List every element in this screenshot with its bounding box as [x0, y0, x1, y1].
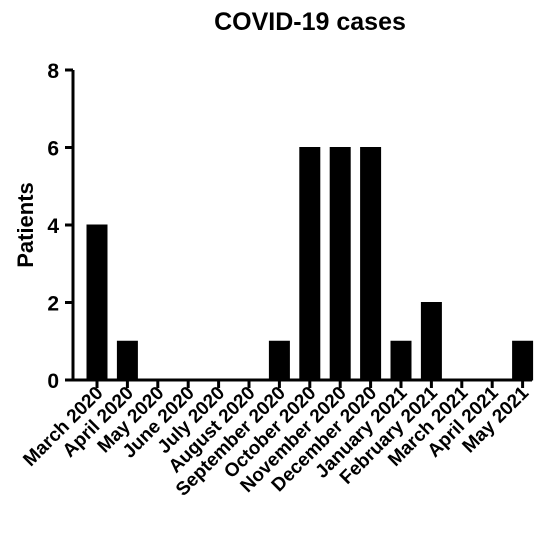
y-axis: 0 2 4 6 8: [47, 60, 75, 393]
bars-group: [86, 147, 534, 381]
bar: [390, 340, 412, 381]
y-axis-label: Patients: [13, 182, 38, 268]
bar: [116, 340, 138, 381]
y-tick-label: 4: [47, 215, 59, 238]
y-tick-label: 2: [47, 293, 59, 316]
bar: [360, 147, 382, 381]
y-tick-label: 6: [47, 138, 59, 161]
bar: [86, 224, 108, 381]
bar: [420, 302, 442, 381]
bar: [512, 340, 534, 381]
y-tick-label: 8: [47, 60, 59, 83]
bar: [299, 147, 321, 381]
y-tick-label: 0: [47, 370, 59, 393]
bar: [268, 340, 290, 381]
chart-title: COVID-19 cases: [214, 8, 406, 36]
bar: [329, 147, 351, 381]
